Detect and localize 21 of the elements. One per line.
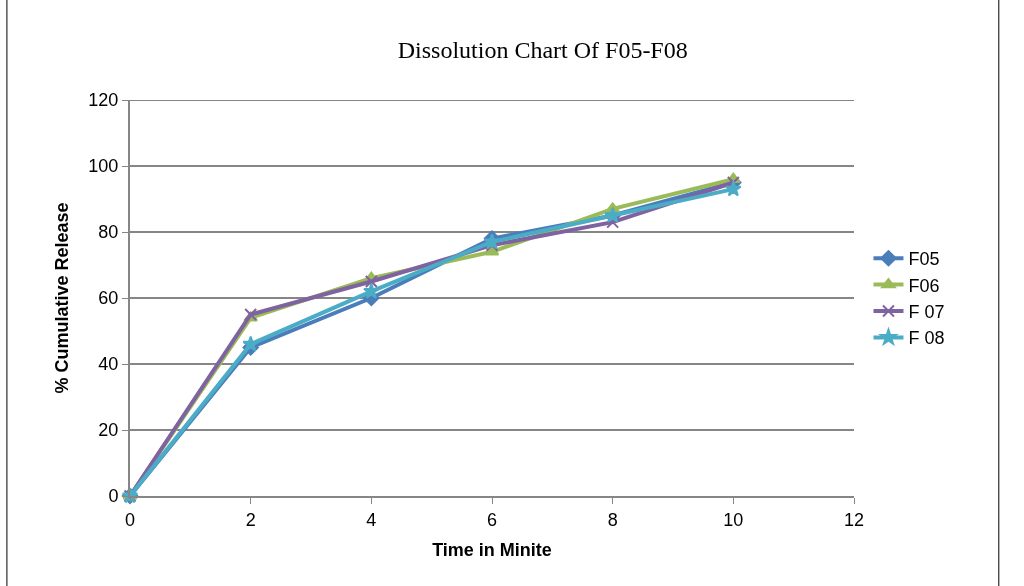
y-axis-title: % Cumulative Release [52, 202, 73, 394]
y-tick-label: 120 [88, 90, 119, 111]
y-tick-label: 0 [108, 486, 119, 507]
legend-label: F 08 [908, 328, 945, 349]
x-tick-label: 8 [607, 509, 618, 530]
legend-label: F06 [908, 275, 940, 296]
x-tick-label: 6 [486, 509, 498, 530]
x-tick-label: 10 [723, 509, 744, 530]
x-tick-label: 2 [245, 509, 256, 530]
x-axis-title: Time in Minite [432, 540, 552, 561]
chart-title: Dissolution Chart Of F05-F08 [397, 36, 688, 63]
y-tick-label: 40 [98, 354, 119, 375]
y-tick-label: 80 [98, 222, 119, 243]
y-tick-label: 20 [98, 420, 119, 441]
legend-label: F 07 [908, 302, 945, 323]
y-tick-label: 100 [88, 156, 119, 177]
x-tick-label: 0 [124, 509, 136, 530]
x-tick-label: 4 [366, 509, 377, 530]
legend-label: F05 [908, 249, 940, 270]
x-tick-label: 12 [843, 509, 865, 530]
y-tick-label: 60 [98, 288, 119, 309]
